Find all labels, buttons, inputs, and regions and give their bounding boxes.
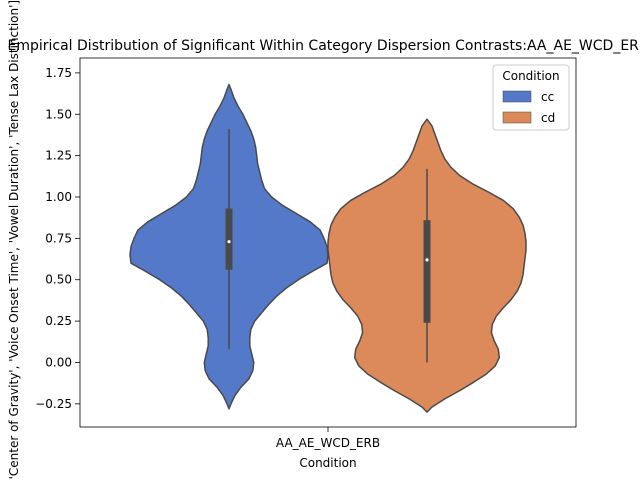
legend-title: Condition: [502, 69, 559, 83]
median-dot-cc: [227, 240, 231, 244]
plot-area: [129, 83, 527, 413]
y-tick-label: 0.00: [45, 355, 72, 369]
iqr-box-cd: [423, 220, 431, 323]
x-axis-label: Condition: [299, 456, 356, 470]
y-tick-label: −0.25: [35, 397, 72, 411]
y-tick-label: 0.25: [45, 314, 72, 328]
iqr-box-cc: [225, 208, 233, 270]
y-axis-label: ['Center of Gravity', 'Voice Onset Time'…: [7, 0, 21, 480]
y-tick-label: 1.25: [45, 149, 72, 163]
y-tick-label: 0.50: [45, 273, 72, 287]
violins-group: [129, 83, 527, 413]
legend: Condition cc cd: [492, 64, 570, 131]
y-tick-label: 0.75: [45, 231, 72, 245]
x-tick-label: AA_AE_WCD_ERB: [276, 436, 380, 450]
legend-label-cd: cd: [541, 111, 555, 125]
x-axis: AA_AE_WCD_ERB: [276, 427, 380, 450]
y-tick-label: 1.50: [45, 107, 72, 121]
legend-swatch-cc: [502, 90, 532, 103]
median-dot-cd: [425, 258, 429, 262]
legend-swatch-cd: [502, 111, 532, 124]
y-tick-label: 1.75: [45, 66, 72, 80]
y-axis: −0.25 0.00 0.25 0.50 0.75 1.00 1.25 1.50 1.75: [35, 66, 80, 411]
chart-title: Empirical Distribution of Significant Wi…: [8, 38, 640, 54]
y-tick-label: 1.00: [45, 190, 72, 204]
legend-label-cc: cc: [541, 90, 554, 104]
